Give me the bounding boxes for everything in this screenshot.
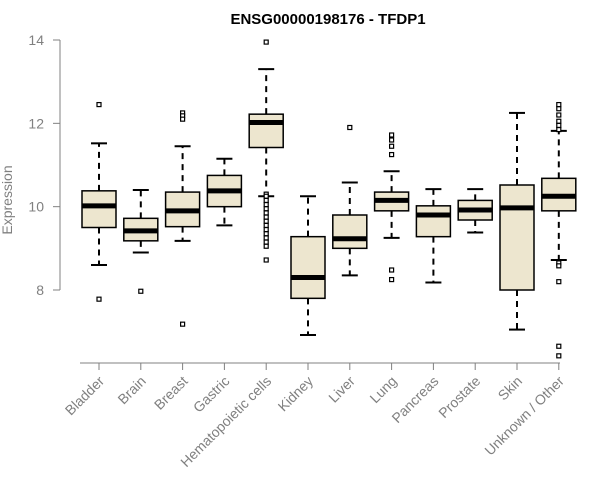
iqr-box bbox=[248, 113, 284, 149]
outlier-point bbox=[96, 101, 102, 108]
x-tick-label: Bladder bbox=[62, 373, 108, 419]
outlier-point bbox=[263, 197, 269, 204]
box-pancreas bbox=[415, 188, 452, 284]
outlier-point bbox=[389, 276, 395, 283]
box-kidney bbox=[290, 195, 326, 336]
x-tick-label: Prostate bbox=[435, 373, 483, 421]
outlier-point bbox=[556, 353, 562, 359]
outlier-point bbox=[263, 235, 269, 241]
outlier-point bbox=[556, 126, 562, 133]
outlier-point bbox=[556, 279, 562, 285]
iqr-box bbox=[290, 235, 326, 300]
box-prostate bbox=[457, 188, 493, 234]
outlier-point bbox=[389, 137, 395, 143]
x-tick-label: Unknown / Other bbox=[481, 373, 567, 459]
outlier-point bbox=[556, 343, 562, 349]
outlier-point bbox=[180, 116, 186, 122]
iqr-box bbox=[415, 205, 452, 238]
box-breast bbox=[164, 110, 201, 327]
iqr-box bbox=[81, 190, 117, 229]
outlier-point bbox=[96, 296, 102, 302]
outlier-point bbox=[556, 118, 562, 124]
box-hematopoietic-cells bbox=[248, 39, 284, 263]
y-axis-ticks: 8 10 12 14 bbox=[28, 32, 60, 298]
outlier-point bbox=[347, 124, 353, 131]
outlier-point bbox=[263, 193, 269, 199]
outlier-point bbox=[389, 143, 395, 149]
x-tick-label: Lung bbox=[366, 373, 399, 406]
box-unknown-other bbox=[541, 101, 577, 359]
outlier-point bbox=[263, 210, 269, 216]
box-bladder bbox=[81, 101, 117, 302]
chart-title: ENSG00000198176 - TFDP1 bbox=[230, 11, 425, 28]
outlier-point bbox=[263, 243, 269, 249]
outlier-point bbox=[389, 267, 395, 273]
box-liver bbox=[332, 124, 368, 277]
outlier-point bbox=[556, 101, 562, 108]
outlier-point bbox=[263, 214, 269, 220]
y-tick-label: 10 bbox=[28, 199, 44, 215]
y-tick-label: 8 bbox=[36, 282, 44, 298]
outlier-point bbox=[263, 39, 269, 45]
box-lung bbox=[373, 132, 410, 283]
outlier-point bbox=[180, 321, 186, 327]
outlier-point bbox=[263, 218, 269, 224]
box-gastric bbox=[206, 157, 243, 227]
x-tick-label: Brain bbox=[114, 373, 148, 407]
x-tick-label: Skin bbox=[495, 373, 526, 404]
outlier-point bbox=[138, 288, 144, 294]
outlier-point bbox=[263, 239, 269, 245]
outlier-point bbox=[263, 222, 269, 229]
box-brain bbox=[123, 189, 159, 294]
outlier-point bbox=[263, 231, 269, 237]
outlier-point bbox=[556, 106, 562, 112]
y-axis-title: Expression bbox=[0, 165, 15, 234]
x-tick-label: Liver bbox=[325, 373, 358, 406]
outlier-point bbox=[263, 206, 269, 212]
outlier-point bbox=[389, 151, 395, 158]
outlier-point bbox=[556, 112, 562, 118]
outlier-point bbox=[263, 257, 269, 263]
x-tick-label: Kidney bbox=[275, 373, 317, 415]
boxes-group bbox=[81, 39, 577, 359]
iqr-box bbox=[499, 184, 535, 291]
x-tick-label: Breast bbox=[151, 373, 191, 413]
outlier-point bbox=[389, 132, 395, 138]
outlier-point bbox=[556, 122, 562, 129]
outlier-point bbox=[263, 201, 269, 208]
box-skin bbox=[499, 111, 535, 331]
iqr-box bbox=[332, 214, 368, 250]
outlier-point bbox=[556, 263, 562, 269]
y-tick-label: 14 bbox=[28, 32, 44, 48]
outlier-point bbox=[263, 226, 269, 233]
y-tick-label: 12 bbox=[28, 115, 44, 131]
